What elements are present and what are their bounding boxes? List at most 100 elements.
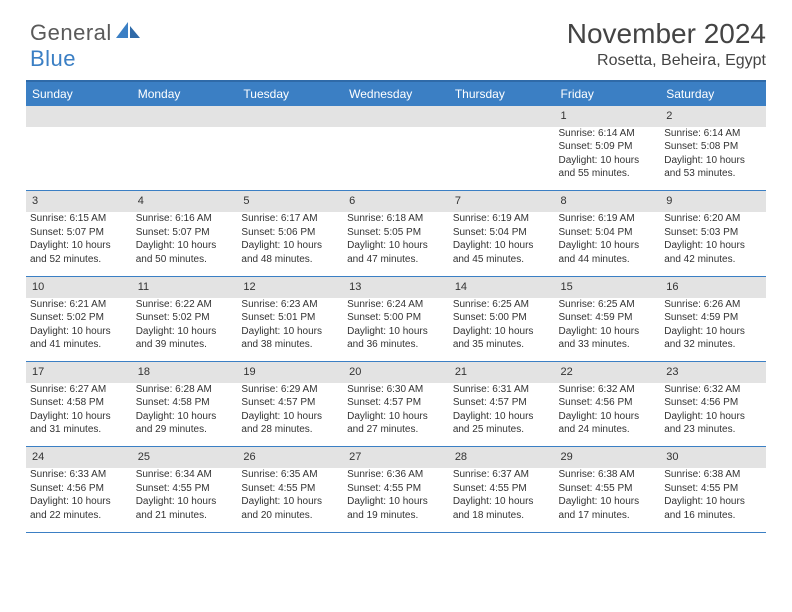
sunrise-text: Sunrise: 6:38 AM bbox=[664, 468, 762, 482]
day-number bbox=[449, 106, 555, 127]
sunset-text: Sunset: 4:56 PM bbox=[664, 396, 762, 410]
sunrise-text: Sunrise: 6:19 AM bbox=[453, 212, 551, 226]
sunset-text: Sunset: 5:07 PM bbox=[30, 226, 128, 240]
daylight-text: Daylight: 10 hours and 31 minutes. bbox=[30, 410, 128, 437]
day-cell: Sunrise: 6:33 AMSunset: 4:56 PMDaylight:… bbox=[26, 468, 132, 532]
day-number: 27 bbox=[343, 447, 449, 468]
daylight-text: Daylight: 10 hours and 17 minutes. bbox=[559, 495, 657, 522]
daylight-text: Daylight: 10 hours and 39 minutes. bbox=[136, 325, 234, 352]
day-cell bbox=[237, 127, 343, 191]
sunrise-text: Sunrise: 6:34 AM bbox=[136, 468, 234, 482]
day-number: 2 bbox=[660, 106, 766, 127]
day-cell: Sunrise: 6:27 AMSunset: 4:58 PMDaylight:… bbox=[26, 383, 132, 447]
day-number: 15 bbox=[555, 276, 661, 297]
sunset-text: Sunset: 4:55 PM bbox=[241, 482, 339, 496]
sunrise-text: Sunrise: 6:14 AM bbox=[664, 127, 762, 141]
sunrise-text: Sunrise: 6:29 AM bbox=[241, 383, 339, 397]
daylight-text: Daylight: 10 hours and 52 minutes. bbox=[30, 239, 128, 266]
daylight-text: Daylight: 10 hours and 32 minutes. bbox=[664, 325, 762, 352]
day-cell bbox=[343, 127, 449, 191]
sunset-text: Sunset: 4:58 PM bbox=[136, 396, 234, 410]
content-row: Sunrise: 6:15 AMSunset: 5:07 PMDaylight:… bbox=[26, 212, 766, 276]
sunset-text: Sunset: 5:01 PM bbox=[241, 311, 339, 325]
sunset-text: Sunset: 5:00 PM bbox=[347, 311, 445, 325]
logo-text: General Blue bbox=[30, 20, 142, 72]
logo-sail-icon bbox=[116, 22, 142, 40]
day-number: 6 bbox=[343, 191, 449, 212]
sunrise-text: Sunrise: 6:15 AM bbox=[30, 212, 128, 226]
day-cell: Sunrise: 6:38 AMSunset: 4:55 PMDaylight:… bbox=[660, 468, 766, 532]
day-cell: Sunrise: 6:31 AMSunset: 4:57 PMDaylight:… bbox=[449, 383, 555, 447]
sunset-text: Sunset: 5:07 PM bbox=[136, 226, 234, 240]
day-cell: Sunrise: 6:28 AMSunset: 4:58 PMDaylight:… bbox=[132, 383, 238, 447]
col-thursday: Thursday bbox=[449, 81, 555, 106]
day-number: 30 bbox=[660, 447, 766, 468]
col-friday: Friday bbox=[555, 81, 661, 106]
daylight-text: Daylight: 10 hours and 36 minutes. bbox=[347, 325, 445, 352]
day-cell: Sunrise: 6:15 AMSunset: 5:07 PMDaylight:… bbox=[26, 212, 132, 276]
sunset-text: Sunset: 4:58 PM bbox=[30, 396, 128, 410]
day-cell bbox=[449, 127, 555, 191]
day-number bbox=[26, 106, 132, 127]
day-cell: Sunrise: 6:38 AMSunset: 4:55 PMDaylight:… bbox=[555, 468, 661, 532]
content-row: Sunrise: 6:27 AMSunset: 4:58 PMDaylight:… bbox=[26, 383, 766, 447]
sunrise-text: Sunrise: 6:21 AM bbox=[30, 298, 128, 312]
day-cell: Sunrise: 6:14 AMSunset: 5:09 PMDaylight:… bbox=[555, 127, 661, 191]
daylight-text: Daylight: 10 hours and 23 minutes. bbox=[664, 410, 762, 437]
sunset-text: Sunset: 5:00 PM bbox=[453, 311, 551, 325]
day-number: 13 bbox=[343, 276, 449, 297]
day-cell: Sunrise: 6:32 AMSunset: 4:56 PMDaylight:… bbox=[555, 383, 661, 447]
daylight-text: Daylight: 10 hours and 29 minutes. bbox=[136, 410, 234, 437]
calendar-table: Sunday Monday Tuesday Wednesday Thursday… bbox=[26, 80, 766, 533]
day-number: 28 bbox=[449, 447, 555, 468]
daylight-text: Daylight: 10 hours and 24 minutes. bbox=[559, 410, 657, 437]
sunrise-text: Sunrise: 6:38 AM bbox=[559, 468, 657, 482]
daylight-text: Daylight: 10 hours and 27 minutes. bbox=[347, 410, 445, 437]
day-cell: Sunrise: 6:21 AMSunset: 5:02 PMDaylight:… bbox=[26, 298, 132, 362]
sunset-text: Sunset: 4:55 PM bbox=[664, 482, 762, 496]
logo-word1: General bbox=[30, 20, 112, 45]
day-cell: Sunrise: 6:37 AMSunset: 4:55 PMDaylight:… bbox=[449, 468, 555, 532]
day-number: 16 bbox=[660, 276, 766, 297]
daylight-text: Daylight: 10 hours and 38 minutes. bbox=[241, 325, 339, 352]
daylight-text: Daylight: 10 hours and 55 minutes. bbox=[559, 154, 657, 181]
day-cell: Sunrise: 6:20 AMSunset: 5:03 PMDaylight:… bbox=[660, 212, 766, 276]
sunset-text: Sunset: 5:05 PM bbox=[347, 226, 445, 240]
sunset-text: Sunset: 4:55 PM bbox=[136, 482, 234, 496]
sunset-text: Sunset: 5:03 PM bbox=[664, 226, 762, 240]
day-number: 20 bbox=[343, 362, 449, 383]
sunrise-text: Sunrise: 6:33 AM bbox=[30, 468, 128, 482]
day-number: 14 bbox=[449, 276, 555, 297]
day-number bbox=[132, 106, 238, 127]
day-number: 17 bbox=[26, 362, 132, 383]
day-cell: Sunrise: 6:17 AMSunset: 5:06 PMDaylight:… bbox=[237, 212, 343, 276]
day-cell: Sunrise: 6:35 AMSunset: 4:55 PMDaylight:… bbox=[237, 468, 343, 532]
sunset-text: Sunset: 4:57 PM bbox=[453, 396, 551, 410]
daylight-text: Daylight: 10 hours and 48 minutes. bbox=[241, 239, 339, 266]
sunrise-text: Sunrise: 6:26 AM bbox=[664, 298, 762, 312]
sunset-text: Sunset: 4:57 PM bbox=[241, 396, 339, 410]
day-number: 12 bbox=[237, 276, 343, 297]
daylight-text: Daylight: 10 hours and 50 minutes. bbox=[136, 239, 234, 266]
daynum-row: 12 bbox=[26, 106, 766, 127]
day-cell: Sunrise: 6:30 AMSunset: 4:57 PMDaylight:… bbox=[343, 383, 449, 447]
sunset-text: Sunset: 5:09 PM bbox=[559, 140, 657, 154]
sunrise-text: Sunrise: 6:20 AM bbox=[664, 212, 762, 226]
sunrise-text: Sunrise: 6:14 AM bbox=[559, 127, 657, 141]
day-cell: Sunrise: 6:29 AMSunset: 4:57 PMDaylight:… bbox=[237, 383, 343, 447]
daylight-text: Daylight: 10 hours and 19 minutes. bbox=[347, 495, 445, 522]
sunset-text: Sunset: 5:08 PM bbox=[664, 140, 762, 154]
day-number: 25 bbox=[132, 447, 238, 468]
sunrise-text: Sunrise: 6:25 AM bbox=[453, 298, 551, 312]
day-number: 7 bbox=[449, 191, 555, 212]
day-cell: Sunrise: 6:14 AMSunset: 5:08 PMDaylight:… bbox=[660, 127, 766, 191]
day-number: 10 bbox=[26, 276, 132, 297]
day-number bbox=[237, 106, 343, 127]
sunrise-text: Sunrise: 6:32 AM bbox=[559, 383, 657, 397]
day-cell: Sunrise: 6:22 AMSunset: 5:02 PMDaylight:… bbox=[132, 298, 238, 362]
day-number: 4 bbox=[132, 191, 238, 212]
daylight-text: Daylight: 10 hours and 28 minutes. bbox=[241, 410, 339, 437]
col-sunday: Sunday bbox=[26, 81, 132, 106]
sunset-text: Sunset: 4:59 PM bbox=[559, 311, 657, 325]
day-cell: Sunrise: 6:16 AMSunset: 5:07 PMDaylight:… bbox=[132, 212, 238, 276]
